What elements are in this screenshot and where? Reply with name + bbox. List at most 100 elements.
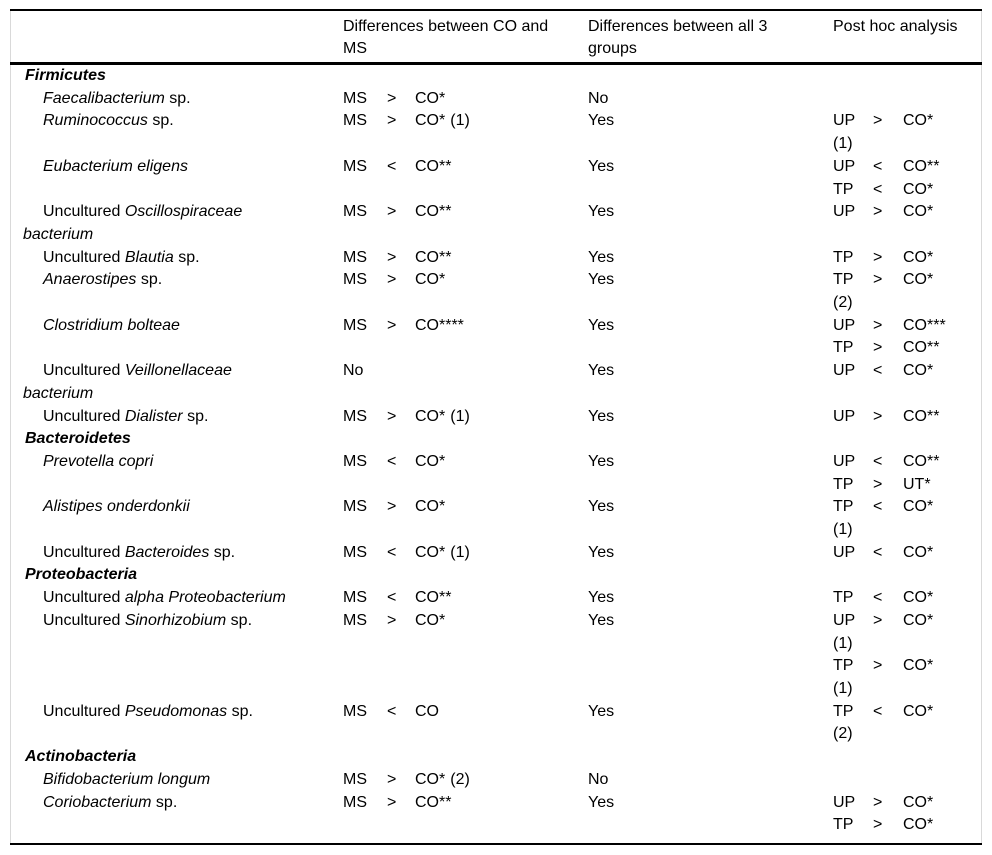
comparison-right-group: CO* (2) (415, 769, 588, 792)
comparison-right-group: CO* (903, 496, 983, 519)
taxa-cell: Uncultured Sinorhizobium sp. (11, 610, 343, 633)
all3-text: Yes (588, 611, 615, 629)
taxon-name-line: Faecalibacterium sp. (11, 88, 343, 111)
posthoc-cell: TP < CO* (1) (833, 496, 983, 541)
taxa-cell: Firmicutes (11, 65, 343, 88)
taxon-name-part: Eubacterium eligens (43, 157, 188, 175)
all3-text: Yes (588, 702, 615, 720)
comparison-line: UP < CO* (833, 360, 983, 383)
table-row: Uncultured Dialister sp. MS > CO* (1) Yes UP > C… (11, 406, 981, 429)
comparison-left: TP (833, 248, 854, 266)
taxon-name-part: Blautia (124, 248, 174, 266)
comparison-left: UP (833, 793, 856, 811)
taxon-name-line: Bifidobacterium longum (11, 769, 343, 792)
comparison-operator: > (873, 203, 883, 221)
all3-text: Yes (588, 498, 615, 516)
comparison-note: (1) (450, 112, 470, 130)
taxon-name-part: Ruminococcus (43, 112, 148, 130)
comparison-left: MS (343, 407, 367, 425)
comparison-right-group: CO* (903, 814, 983, 837)
table-row: Coriobacterium sp. MS > CO** Yes UP > CO* TP > CO* (11, 792, 981, 837)
comparison-operator: > (387, 611, 397, 629)
comparison-right: CO* (903, 112, 934, 130)
comparison-note: (1) (833, 634, 853, 652)
comparison-right-group: CO* (903, 701, 983, 724)
taxa-cell: Uncultured Dialister sp. (11, 406, 343, 429)
comparison-operator: < (873, 180, 883, 198)
taxa-cell: Prevotella copri (11, 451, 343, 474)
taxon-name-part: Uncultured (43, 203, 125, 221)
all3-cell: No (588, 769, 833, 792)
all3-cell: Yes (588, 201, 833, 224)
comparison-right-group: CO* (903, 110, 983, 133)
taxon-name-line: Proteobacteria (11, 564, 343, 587)
comparison-operator: > (873, 339, 883, 357)
comparison-right: UT* (903, 475, 931, 493)
comparison-line: TP > CO* (833, 655, 983, 678)
comparison-right: CO* (415, 452, 446, 470)
all3-cell: Yes (588, 587, 833, 610)
all3-text: No (588, 89, 609, 107)
comparison-right-group: CO** (903, 156, 983, 179)
comparison-line: TP > CO** (833, 337, 983, 360)
taxon-name-part: alpha Proteobacterium (124, 589, 286, 607)
table-row: Uncultured Pseudomonas sp. MS < CO Yes TP < CO*… (11, 701, 981, 746)
comparison-line: MS > CO* (343, 88, 588, 111)
table-row: Uncultured Oscillospiraceae bacterium MS > C… (11, 201, 981, 246)
header-taxa (11, 16, 343, 17)
comparison-operator: > (387, 793, 397, 811)
comparison-left: TP (833, 180, 854, 198)
posthoc-cell: TP > CO* (833, 247, 983, 270)
comparison-right: CO (415, 702, 439, 720)
co-ms-cell: No (343, 360, 588, 383)
comparison-line: UP > CO* (833, 610, 983, 633)
comparison-left: UP (833, 543, 856, 561)
comparison-right: CO* (903, 271, 934, 289)
posthoc-cell: UP > CO* TP > CO* (833, 792, 983, 837)
comparison-operator: < (873, 589, 883, 607)
posthoc-cell: UP < CO** TP > UT* (833, 451, 983, 496)
co-ms-cell (343, 564, 588, 565)
comparison-note: (1) (450, 543, 470, 561)
taxon-name-line: Firmicutes (11, 65, 343, 88)
results-table: Differences between CO and MS Difference… (10, 9, 982, 845)
taxon-name-line: Uncultured Veillonellaceae (11, 360, 343, 383)
comparison-line: MS > CO** (343, 201, 588, 224)
comparison-right: CO* (415, 498, 446, 516)
comparison-line: UP > CO* (833, 792, 983, 815)
taxon-name-part: bacterium (23, 384, 94, 402)
co-ms-cell: MS > CO** (343, 792, 588, 815)
comparison-left: MS (343, 157, 367, 175)
taxa-cell: Proteobacteria (11, 564, 343, 587)
taxa-cell: Faecalibacterium sp. (11, 88, 343, 111)
comparison-line: MS < CO* (1) (343, 542, 588, 565)
comparison-right: CO* (903, 362, 934, 380)
all3-cell: Yes (588, 110, 833, 133)
taxon-name-part: sp. (147, 112, 174, 130)
comparison-left: MS (343, 112, 367, 130)
taxon-name-part: Anaerostipes (43, 271, 137, 289)
comparison-line: TP > CO* (833, 269, 983, 292)
comparison-left: UP (833, 112, 856, 130)
posthoc-cell (833, 65, 983, 66)
comparison-right: CO**** (415, 316, 464, 334)
comparison-left: MS (343, 89, 367, 107)
co-ms-cell: MS < CO** (343, 156, 588, 179)
all3-text: Yes (588, 362, 615, 380)
comparison-right-group: CO* (903, 587, 983, 610)
posthoc-cell: UP > CO* (1) (833, 110, 983, 155)
comparison-right: CO* (415, 543, 446, 561)
taxon-name-part: sp. (226, 611, 253, 629)
comparison-note: (2) (450, 770, 470, 788)
comparison-right-group: CO* (415, 88, 588, 111)
comparison-left: TP (833, 702, 854, 720)
posthoc-cell: UP > CO* (833, 201, 983, 224)
all3-cell: Yes (588, 792, 833, 815)
taxon-name-part: sp. (182, 407, 209, 425)
taxon-name-part: Bifidobacterium longum (43, 770, 211, 788)
comparison-right-group: CO* (415, 610, 588, 633)
comparison-operator: > (873, 316, 883, 334)
comparison-line: MS > CO* (343, 496, 588, 519)
comparison-left: UP (833, 611, 856, 629)
taxon-name-part: Faecalibacterium (43, 89, 165, 107)
